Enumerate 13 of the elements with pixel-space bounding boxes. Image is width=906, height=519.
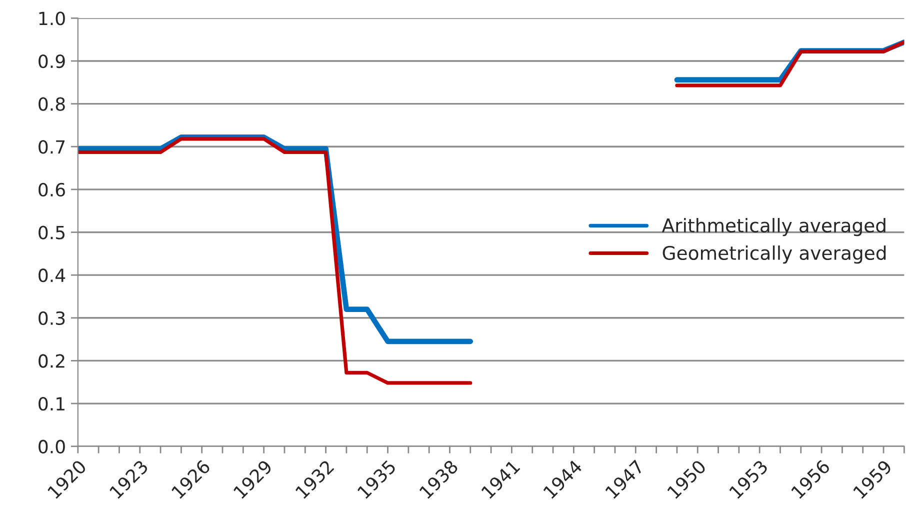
y-tick-label: 0.9 <box>38 54 65 68</box>
y-tick-label: 0.0 <box>38 440 65 454</box>
y-tick-label: 0.1 <box>38 396 64 411</box>
y-tick-label: 0.7 <box>38 140 65 154</box>
legend-label: Arithmetically averaged <box>662 218 886 236</box>
y-tick-label: 0.5 <box>38 226 65 240</box>
y-tick-label: 0.8 <box>38 97 65 111</box>
y-tick-label: 0.2 <box>38 354 64 368</box>
legend-label: Geometrically averaged <box>662 246 886 264</box>
y-tick-label: 0.6 <box>38 182 65 197</box>
y-tick-label: 0.3 <box>38 311 65 326</box>
y-tick-label: 1.0 <box>39 12 65 26</box>
y-tick-label: 0.4 <box>38 268 66 282</box>
